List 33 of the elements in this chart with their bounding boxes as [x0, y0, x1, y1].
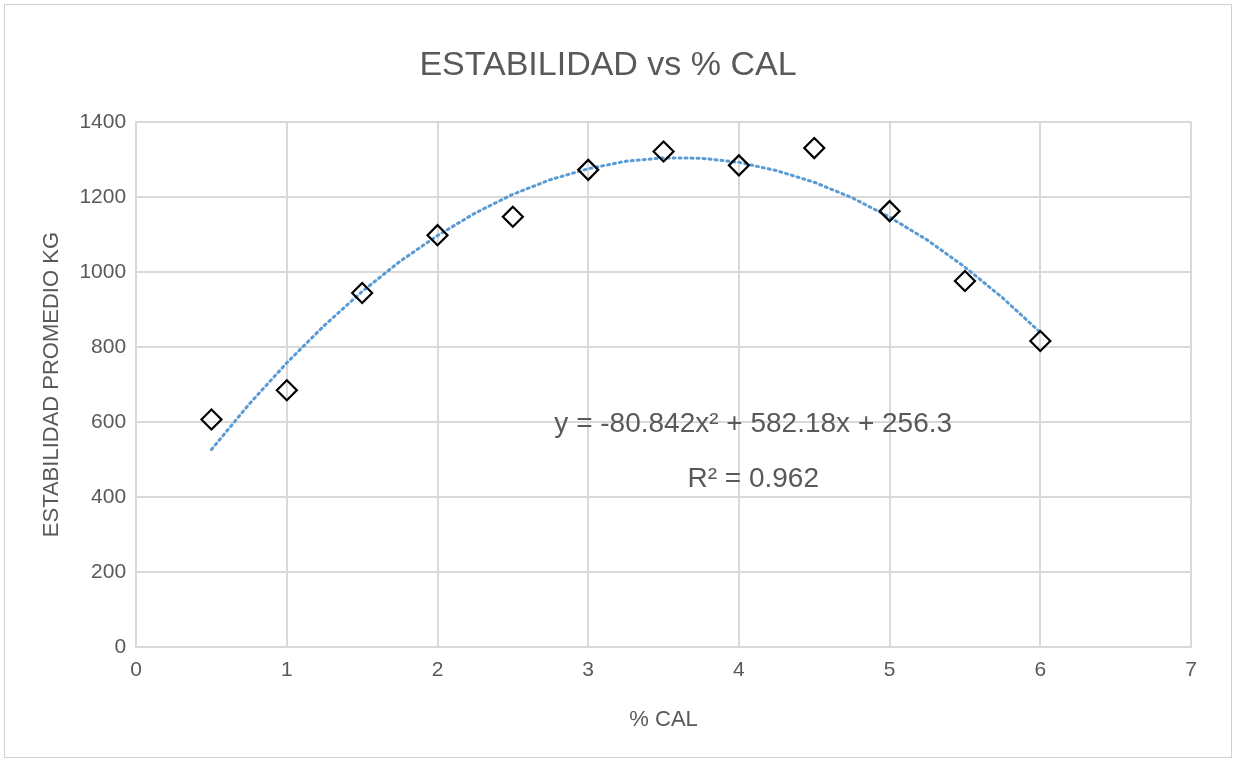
- y-tick-label: 800: [91, 333, 127, 357]
- x-tick-label: 4: [733, 656, 746, 680]
- point: [501, 205, 524, 228]
- y-tick-label: 400: [91, 484, 127, 508]
- point: [200, 408, 223, 431]
- x-tick-label: 7: [1185, 656, 1197, 680]
- y-tick-label: 1400: [79, 108, 127, 132]
- y-tick-label: 200: [91, 559, 127, 583]
- annotation: y = -80.842x² + 582.18x + 256.3: [554, 406, 953, 438]
- point: [577, 158, 600, 181]
- x-tick-label: 2: [431, 656, 444, 680]
- x-tick-label: 0: [130, 656, 142, 680]
- y-tick-label: 600: [91, 408, 127, 432]
- point: [803, 136, 826, 160]
- y-axis-title: ESTABILIDAD PROMEDIO KG: [38, 231, 64, 538]
- x-axis-title: % CAL: [629, 705, 698, 731]
- point: [426, 224, 449, 247]
- point: [1029, 329, 1052, 353]
- point: [953, 269, 977, 293]
- point: [652, 140, 675, 163]
- point: [727, 154, 751, 177]
- x-tick-label: 6: [1034, 656, 1047, 680]
- point: [351, 281, 374, 305]
- y-tick-label: 1200: [79, 183, 127, 207]
- annotation: R² = 0.962: [687, 461, 819, 493]
- chart-title: ESTABILIDAD vs % CAL: [419, 43, 797, 82]
- x-tick-label: 3: [582, 656, 595, 680]
- point: [275, 379, 298, 402]
- y-tick-label: 0: [114, 634, 127, 658]
- x-tick-label: 1: [280, 656, 293, 680]
- x-tick-label: 5: [883, 656, 896, 680]
- y-tick-label: 1000: [79, 258, 127, 282]
- point: [878, 200, 901, 223]
